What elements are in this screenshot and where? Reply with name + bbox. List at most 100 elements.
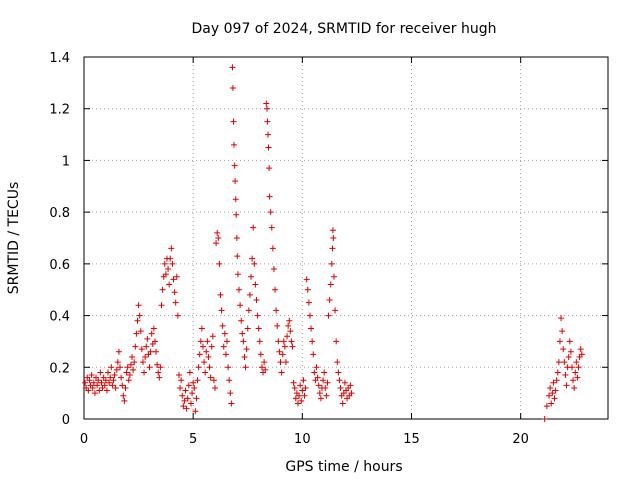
y-axis-label: SRMTID / TECUs: [6, 182, 22, 295]
data-point-0-11: [94, 382, 101, 389]
data-point-0-107: [198, 325, 205, 332]
data-point-0-281: [572, 369, 579, 376]
data-point-0-280: [571, 384, 578, 391]
data-point-0-56: [143, 343, 150, 350]
data-point-0-201: [292, 395, 299, 402]
data-point-0-242: [335, 369, 342, 376]
data-point-0-212: [304, 286, 311, 293]
data-point-0-46: [132, 343, 139, 350]
data-point-0-236: [329, 227, 336, 234]
data-point-0-123: [216, 260, 223, 267]
data-point-0-76: [165, 266, 172, 273]
data-point-0-259: [548, 400, 555, 407]
data-point-0-64: [151, 338, 158, 345]
data-point-0-86: [175, 372, 182, 379]
data-point-0-208: [300, 377, 307, 384]
data-point-0-28: [112, 384, 119, 391]
data-point-0-0: [82, 379, 89, 386]
data-point-0-81: [170, 276, 177, 283]
data-point-0-3: [85, 387, 92, 394]
data-point-0-26: [110, 377, 117, 384]
data-point-0-231: [325, 312, 332, 319]
y-tick-label-6: 1.2: [49, 103, 70, 118]
data-point-0-282: [573, 359, 580, 366]
data-point-0-79: [168, 245, 175, 252]
data-point-0-238: [330, 273, 337, 280]
data-point-0-126: [219, 322, 226, 329]
data-point-0-262: [551, 395, 558, 402]
data-point-0-146: [236, 286, 243, 293]
data-point-0-116: [208, 343, 215, 350]
data-point-0-83: [172, 299, 179, 306]
y-tick-label-3: 0.6: [49, 258, 70, 273]
data-point-0-234: [328, 260, 335, 267]
data-point-0-154: [244, 325, 251, 332]
data-point-0-203: [294, 400, 301, 407]
data-point-0-59: [146, 364, 153, 371]
data-point-0-209: [301, 392, 308, 399]
data-point-0-286: [577, 346, 584, 353]
data-point-0-275: [565, 353, 572, 360]
data-point-0-47: [133, 330, 140, 337]
data-point-0-22: [106, 379, 113, 386]
data-point-0-89: [179, 392, 186, 399]
data-point-0-69: [157, 364, 164, 371]
data-point-0-182: [272, 286, 279, 293]
data-point-0-169: [261, 359, 268, 366]
data-point-0-109: [201, 359, 208, 366]
data-point-0-213: [305, 299, 312, 306]
data-point-0-264: [553, 377, 560, 384]
data-point-0-84: [173, 273, 180, 280]
data-point-0-156: [246, 291, 253, 298]
data-point-0-171: [263, 100, 270, 107]
data-point-0-239: [332, 307, 339, 314]
data-point-0-232: [326, 297, 333, 304]
data-point-0-92: [182, 387, 189, 394]
data-point-0-91: [181, 397, 188, 404]
data-point-0-204: [296, 392, 303, 399]
data-point-0-206: [298, 397, 305, 404]
data-point-0-42: [127, 361, 134, 368]
data-point-0-121: [214, 229, 221, 236]
data-point-0-21: [105, 369, 112, 376]
data-point-0-254: [348, 390, 355, 397]
data-point-0-183: [273, 307, 280, 314]
data-point-0-181: [270, 266, 277, 273]
data-point-0-158: [249, 255, 256, 262]
data-point-0-283: [574, 374, 581, 381]
data-point-0-198: [289, 343, 296, 350]
data-point-0-186: [276, 348, 283, 355]
data-point-0-284: [575, 364, 582, 371]
data-point-0-273: [563, 382, 570, 389]
data-point-0-71: [159, 286, 166, 293]
data-point-0-117: [209, 333, 216, 340]
data-point-0-175: [265, 144, 272, 151]
data-point-0-32: [117, 364, 124, 371]
data-point-0-67: [155, 369, 162, 376]
data-point-0-185: [275, 338, 282, 345]
data-point-0-122: [215, 235, 222, 241]
data-point-0-243: [336, 377, 343, 384]
data-point-0-113: [205, 353, 212, 360]
data-point-0-230: [324, 379, 331, 386]
data-point-0-44: [130, 366, 137, 373]
data-point-0-96: [186, 369, 193, 376]
data-point-0-278: [568, 364, 575, 371]
data-point-0-256: [543, 403, 550, 410]
data-point-0-166: [257, 351, 264, 358]
data-point-0-215: [308, 325, 315, 332]
data-point-0-61: [148, 330, 155, 337]
data-point-0-104: [195, 364, 202, 371]
data-point-0-196: [287, 328, 294, 335]
y-tick-label-2: 0.4: [49, 310, 70, 325]
data-point-0-20: [103, 387, 110, 394]
y-tick-label-4: 0.8: [49, 206, 70, 221]
data-point-0-31: [115, 348, 122, 355]
data-point-0-57: [144, 335, 151, 342]
data-point-0-165: [256, 338, 263, 345]
data-point-0-66: [154, 361, 161, 368]
data-point-0-73: [161, 260, 168, 267]
y-tick-label-1: 0.2: [49, 361, 70, 376]
